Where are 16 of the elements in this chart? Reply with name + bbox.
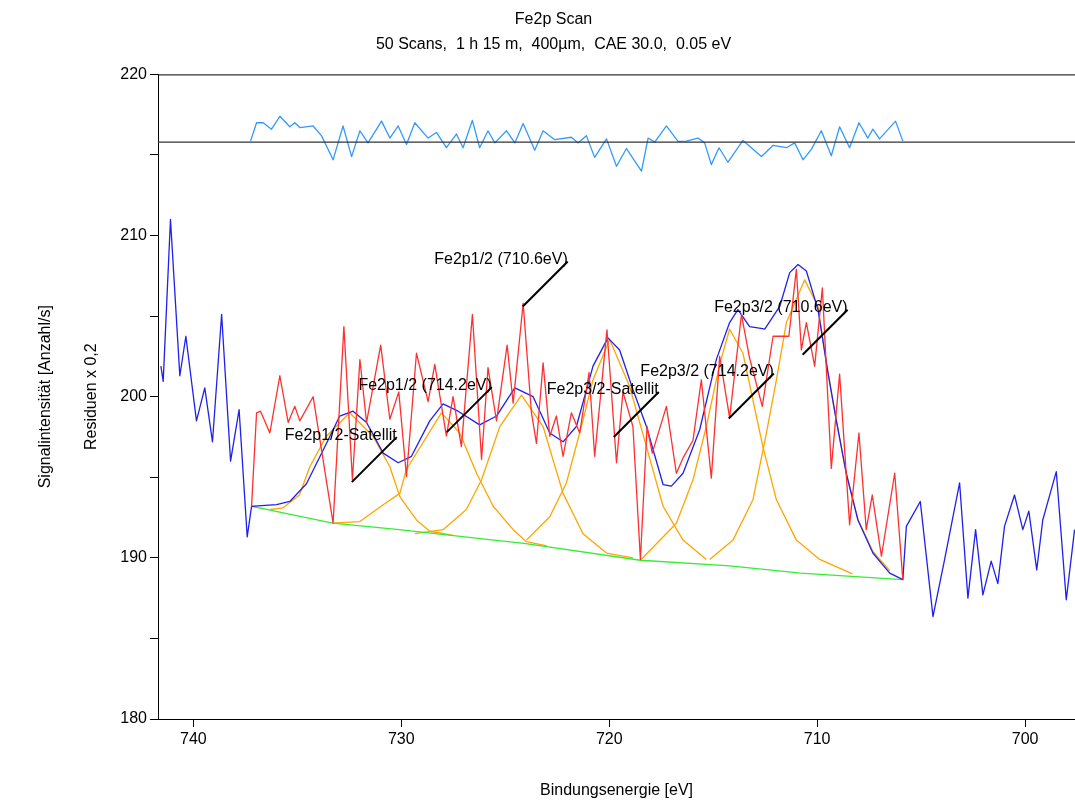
y-axis-title: Signalintensität [Anzahl/s] (36, 305, 54, 489)
x-tick-label: 730 (387, 730, 415, 748)
chart-subtitle: 50 Scans, 1 h 15 m, 400µm, CAE 30.0, 0.05 eV (375, 35, 732, 53)
y-tick-label: 180 (120, 709, 148, 727)
y-tick-label: 190 (120, 548, 148, 566)
x-tick-label: 740 (180, 730, 207, 748)
x-axis-title: Bindungsenergie [eV] (540, 780, 693, 798)
text: Residuen x 0,2 (82, 343, 100, 451)
y-tick-label: 220 (120, 64, 148, 82)
x-tick-label: 710 (803, 730, 831, 748)
x-tick-label: 720 (595, 730, 623, 748)
y-tick-label: 200 (120, 387, 148, 405)
chart-title: Fe2p Scan (514, 10, 593, 28)
annotation: Fe2p1/2 (710.6eV) (434, 249, 568, 267)
y-tick-label: 210 (120, 225, 148, 243)
x-tick-label: 700 (1011, 730, 1039, 748)
